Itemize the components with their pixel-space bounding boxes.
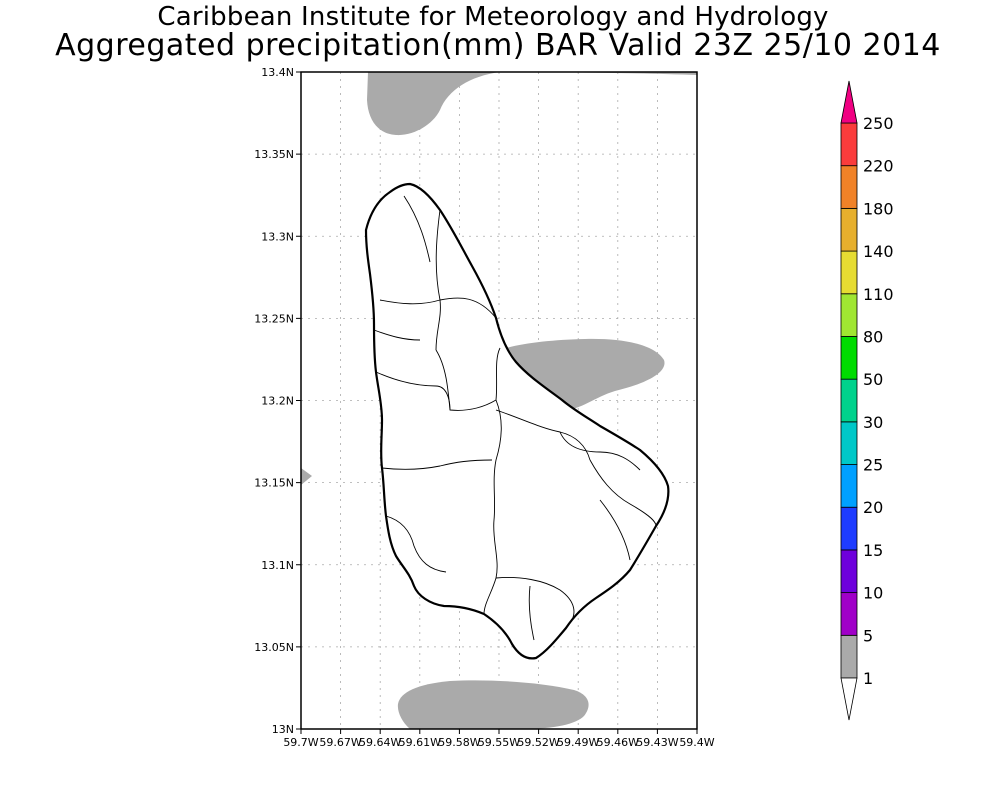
lon-tick-label: 59.55W (478, 736, 520, 749)
parish-boundary-5 (495, 347, 501, 401)
latitude-axis: 13N 13.05N 13.1N 13.15N 13.2N 13.25N 13.3N 13.3… (254, 66, 301, 736)
longitude-axis: 59.7W 59.67W59.64W59.61W59.58W59.55W59.52… (283, 729, 715, 749)
precip-shade-west-edge (301, 468, 312, 485)
parish-boundary-15 (528, 585, 535, 641)
colorbar-label: 30 (863, 413, 883, 432)
barbados-island (364, 182, 670, 660)
colorbar-segment (840, 378, 858, 423)
colorbar-label: 180 (863, 199, 894, 218)
colorbar-segment (840, 336, 858, 380)
colorbar-label: 50 (863, 370, 883, 389)
lat-tick-label: 13.3N (261, 230, 294, 243)
lat-tick-label: 13.35N (254, 148, 294, 161)
colorbar-segment (840, 592, 858, 636)
map-title-institute: Caribbean Institute for Meteorology and … (157, 2, 829, 32)
colorbar-label: 5 (863, 626, 873, 645)
lat-tick-label: 13.15N (254, 477, 294, 490)
parish-boundary-11 (495, 577, 575, 629)
colorbar-segment (840, 250, 858, 295)
colorbar-under-arrow (840, 677, 858, 721)
lat-tick-label: 13N (272, 723, 294, 736)
colorbar-segment (840, 165, 858, 209)
colorbar-label: 1 (863, 669, 873, 688)
precip-shading-group (301, 72, 697, 729)
colorbar-segment (840, 421, 858, 465)
parish-boundary-4 (375, 371, 451, 411)
parish-boundaries (373, 195, 657, 641)
colorbar-segment (840, 207, 858, 252)
lon-tick-label: 59.49W (557, 736, 599, 749)
lat-tick-label: 13.1N (261, 559, 294, 572)
colorbar-label: 220 (863, 157, 894, 176)
lon-tick-label: 59.43W (636, 736, 678, 749)
colorbar-segment (840, 549, 858, 594)
colorbar-label: 250 (863, 114, 894, 133)
colorbar-segment (840, 634, 858, 679)
colorbar-label: 10 (863, 584, 883, 603)
parish-boundary-13 (373, 329, 421, 341)
colorbar-segment (840, 464, 858, 508)
lon-tick-label: 59.64W (359, 736, 401, 749)
colorbar-label: 15 (863, 541, 883, 560)
lon-tick-label: 59.52W (517, 736, 559, 749)
colorbar-label: 80 (863, 327, 883, 346)
colorbar-segment (840, 293, 858, 337)
parish-boundary-10 (385, 515, 447, 573)
parish-boundary-12 (403, 195, 431, 263)
colorbar-label: 25 (863, 456, 883, 475)
island-coastline (364, 182, 670, 660)
lat-tick-label: 13.2N (261, 395, 294, 408)
parish-boundary-7 (381, 459, 493, 470)
lat-tick-label: 13.4N (261, 66, 294, 79)
colorbar-over-arrow (840, 80, 858, 124)
parish-boundary-9 (589, 459, 657, 527)
parish-boundary-14 (559, 431, 641, 471)
colorbar-label: 110 (863, 285, 894, 304)
lon-tick-label: 59.46W (597, 736, 639, 749)
parish-boundary-8 (495, 409, 591, 461)
precip-shade-south (397, 680, 589, 729)
colorbar-segment (840, 122, 858, 167)
lat-tick-label: 13.05N (254, 641, 294, 654)
lon-tick-label: 59.61W (399, 736, 441, 749)
lon-tick-label: 59.4W (679, 736, 714, 749)
lon-tick-label: 59.7W (283, 736, 318, 749)
lon-tick-label: 59.67W (319, 736, 361, 749)
colorbar-label: 20 (863, 498, 883, 517)
parish-boundary-6 (483, 399, 502, 615)
parish-boundary-2 (379, 297, 497, 319)
colorbar-label: 140 (863, 242, 894, 261)
lon-tick-label: 59.58W (438, 736, 480, 749)
lat-tick-label: 13.25N (254, 312, 294, 325)
map-title-product: Aggregated precipitation(mm) BAR Valid 2… (55, 28, 941, 63)
colorbar-segment (840, 506, 858, 551)
parish-boundary-16 (599, 499, 631, 561)
precip-shade-north (367, 72, 500, 136)
